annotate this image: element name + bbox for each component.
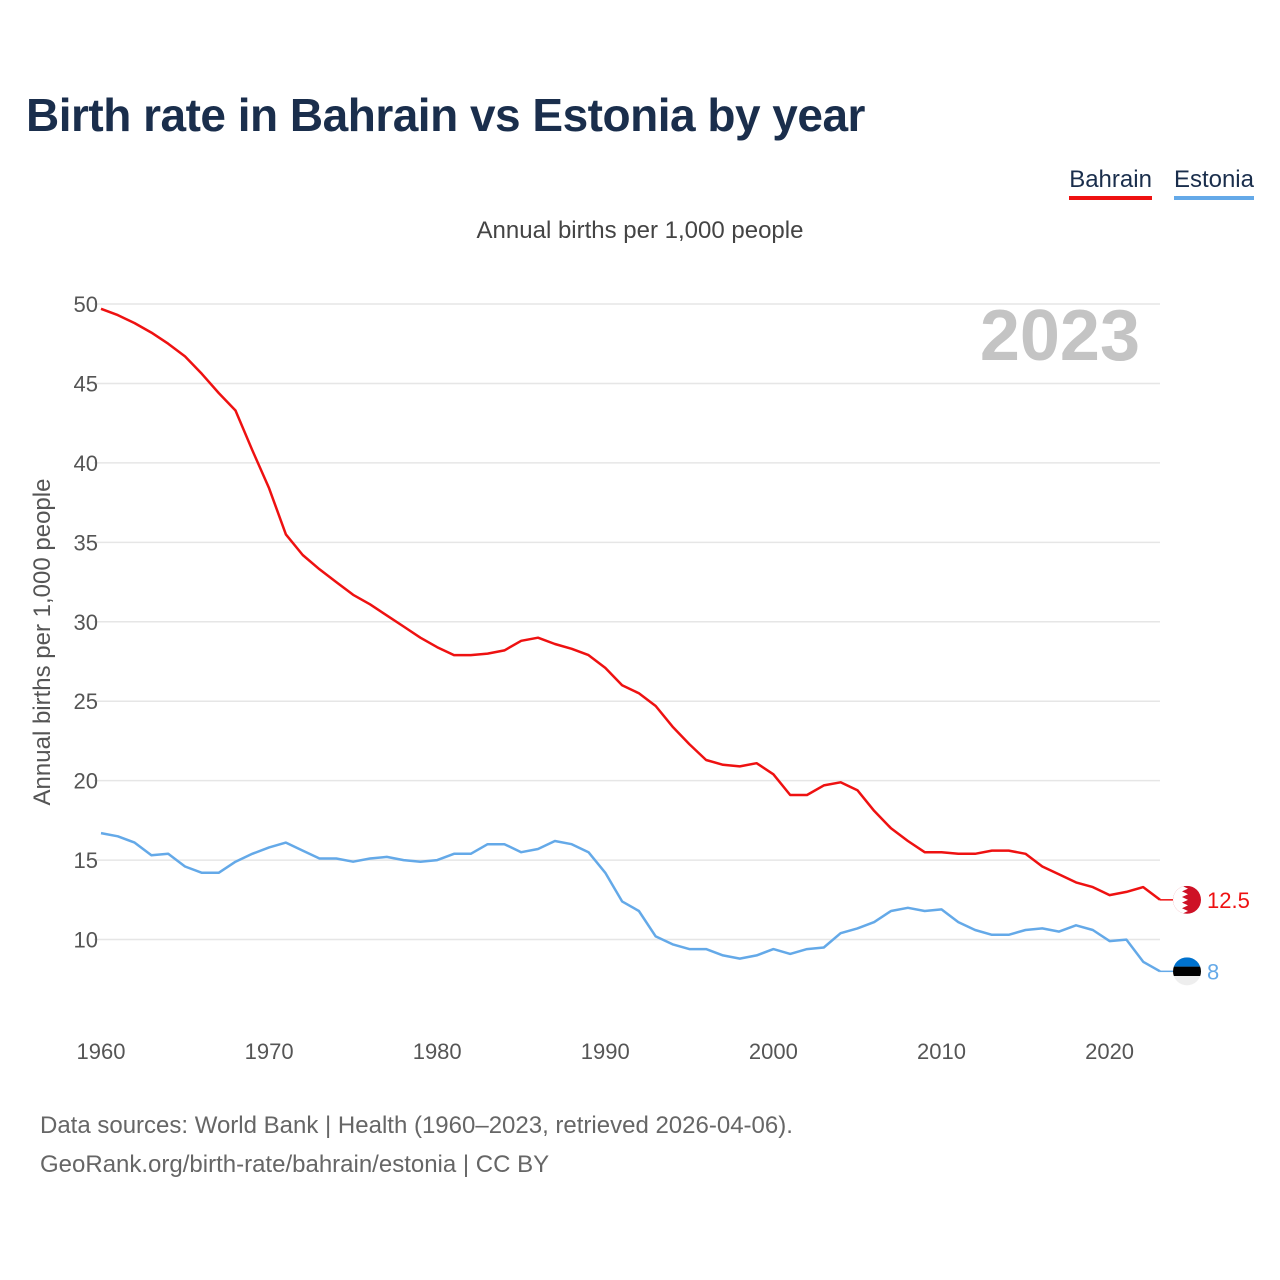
x-tick-label-1980: 1980 bbox=[413, 1039, 462, 1064]
legend-item-estonia[interactable]: Estonia bbox=[1173, 166, 1254, 200]
footer-sources: Data sources: World Bank | Health (1960–… bbox=[40, 1112, 793, 1139]
flag-bahrain-icon bbox=[1173, 885, 1201, 914]
line-chart: 2023 Annual births per 1,000 people 10 15… bbox=[29, 292, 1250, 1064]
series-line-bahrain[interactable] bbox=[100, 307, 1161, 901]
x-tick-label-1990: 1990 bbox=[581, 1039, 630, 1064]
series-line-estonia[interactable] bbox=[100, 831, 1161, 973]
y-tick-label-35: 35 bbox=[74, 530, 98, 555]
y-tick-label-45: 45 bbox=[74, 371, 98, 396]
x-tick-label-2020: 2020 bbox=[1085, 1039, 1134, 1064]
flag-estonia-icon bbox=[1173, 957, 1201, 986]
chart-subtitle: Annual births per 1,000 people bbox=[476, 217, 804, 244]
series-lines bbox=[100, 307, 1161, 973]
year-watermark: 2023 bbox=[980, 296, 1140, 376]
y-tick-label-10: 10 bbox=[74, 928, 98, 953]
endpoint-value-bahrain: 12.5 bbox=[1207, 888, 1250, 913]
y-axis-ticks: 10 15 20 25 30 35 40 45 50 bbox=[74, 292, 98, 953]
x-tick-label-2010: 2010 bbox=[917, 1039, 966, 1064]
y-tick-label-30: 30 bbox=[74, 610, 98, 635]
x-axis-ticks: 1960 1970 1980 1990 2000 2010 2020 bbox=[77, 1039, 1135, 1064]
footer: Data sources: World Bank | Health (1960–… bbox=[40, 1106, 793, 1184]
y-tick-label-25: 25 bbox=[74, 689, 98, 714]
footer-link[interactable]: GeoRank.org/birth-rate/bahrain/estonia |… bbox=[40, 1151, 550, 1178]
x-tick-label-2000: 2000 bbox=[749, 1039, 798, 1064]
y-tick-label-50: 50 bbox=[74, 292, 98, 317]
y-tick-label-40: 40 bbox=[74, 451, 98, 476]
y-tick-label-20: 20 bbox=[74, 769, 98, 794]
endpoint-value-estonia: 8 bbox=[1207, 959, 1219, 984]
chart-title: Birth rate in Bahrain vs Estonia by year bbox=[26, 89, 865, 141]
legend: Bahrain Estonia bbox=[1069, 166, 1254, 200]
series-endpoints: 12.58 bbox=[1160, 885, 1250, 986]
x-tick-label-1970: 1970 bbox=[245, 1039, 294, 1064]
x-tick-label-1960: 1960 bbox=[77, 1039, 126, 1064]
y-axis-title: Annual births per 1,000 people bbox=[29, 479, 56, 806]
legend-item-bahrain[interactable]: Bahrain bbox=[1069, 166, 1152, 200]
y-tick-label-15: 15 bbox=[74, 848, 98, 873]
gridlines bbox=[94, 303, 1160, 941]
